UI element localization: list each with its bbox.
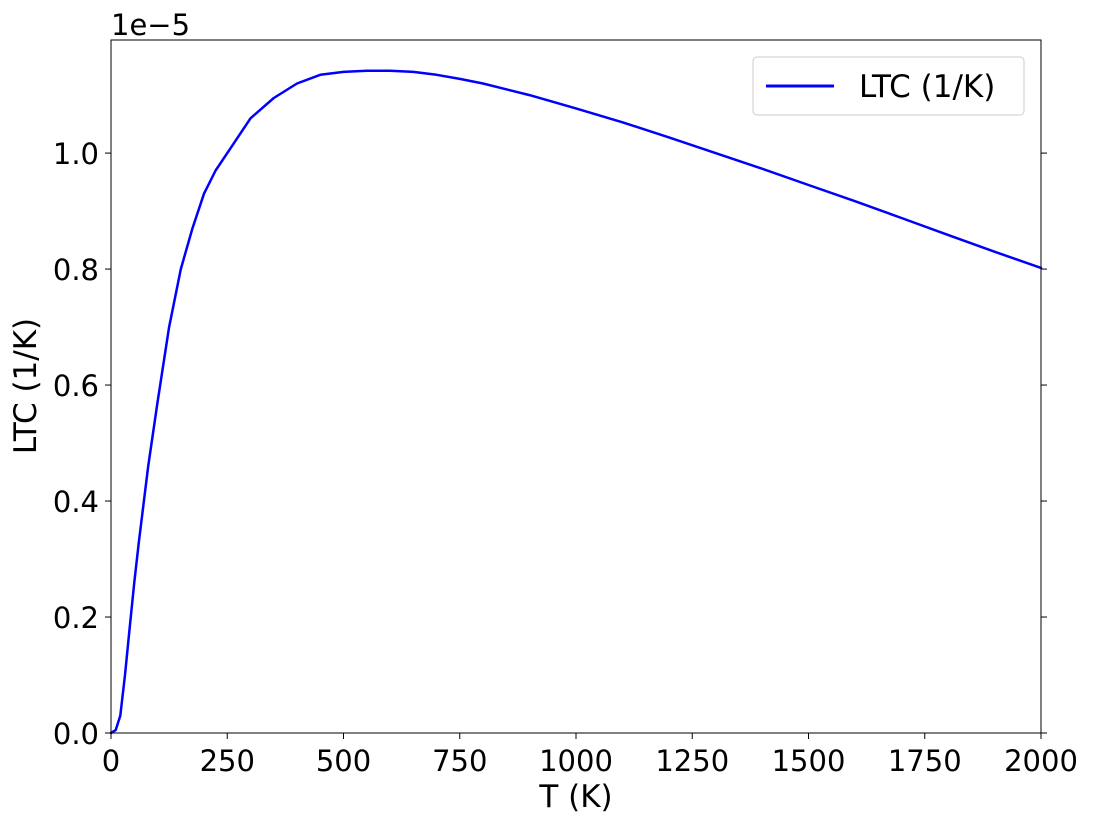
- x-tick-label: 1250: [655, 744, 729, 778]
- x-tick-label: 1000: [539, 744, 613, 778]
- x-tick-label: 1500: [772, 744, 846, 778]
- y-tick-label: 0.0: [53, 717, 99, 751]
- legend-box: [752, 56, 1025, 116]
- x-tick-label: 0: [102, 744, 120, 778]
- y-offset-label: 1e−5: [111, 8, 190, 42]
- x-tick-label: 1750: [888, 744, 962, 778]
- y-tick-label: 0.6: [53, 369, 99, 403]
- x-tick-label: 250: [200, 744, 255, 778]
- x-axis-label: T (K): [538, 779, 612, 815]
- y-tick-label: 0.8: [53, 253, 99, 287]
- x-tick-label: 500: [316, 744, 371, 778]
- plot-background: [111, 40, 1041, 733]
- series-line: [109, 69, 1043, 735]
- y-tick-label: 0.2: [53, 601, 99, 635]
- y-tick-label: 1.0: [53, 137, 99, 171]
- y-axis: 0.0 0.2 0.4 0.6 0.8 1.0: [53, 137, 1047, 751]
- x-tick-label: 2000: [1004, 744, 1078, 778]
- legend-entry-label: LTC (1/K): [859, 69, 995, 105]
- x-tick-label: 750: [432, 744, 487, 778]
- series-layer: [109, 69, 1043, 735]
- y-axis-label: LTC (1/K): [8, 318, 44, 454]
- legend: LTC (1/K): [752, 56, 1025, 116]
- x-axis: 0 250 500 750 1000 1250 1500 1750 2000: [102, 733, 1078, 778]
- y-tick-label: 0.4: [53, 485, 99, 519]
